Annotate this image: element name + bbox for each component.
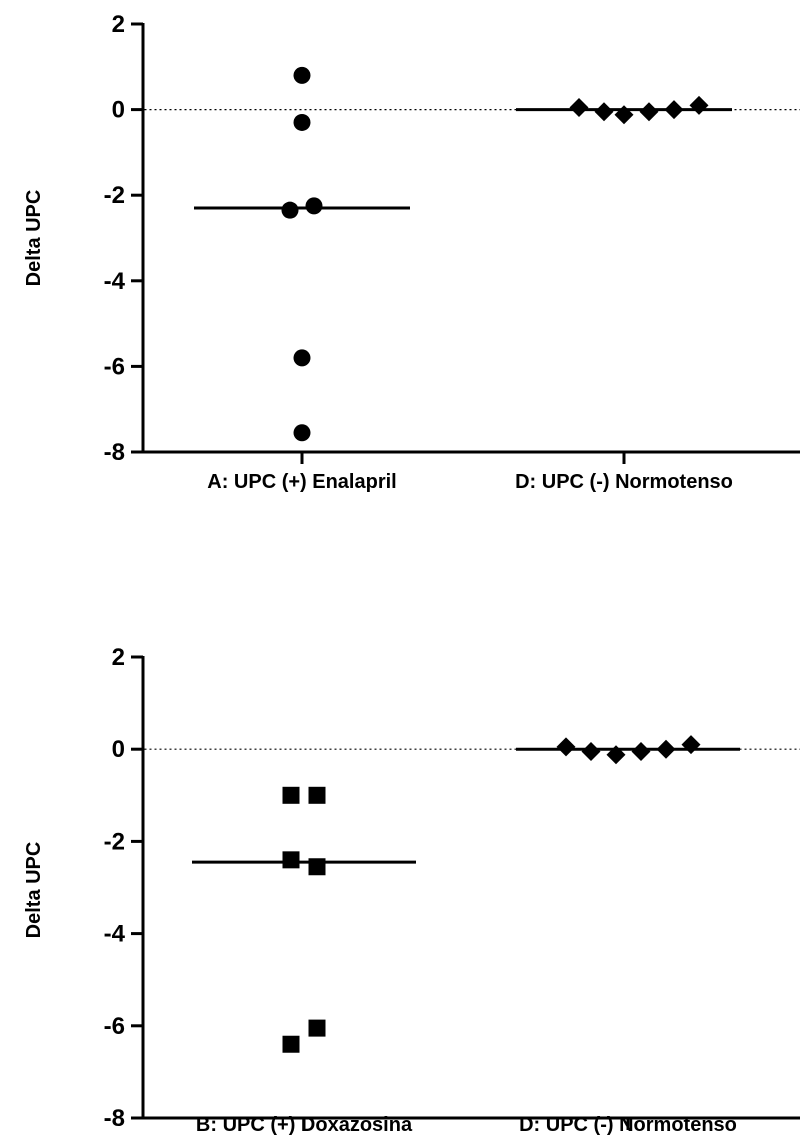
bottom-data-point-diamond: [556, 737, 576, 757]
bottom-data-point-diamond: [606, 745, 626, 765]
top-y-tick-label: -6: [104, 353, 125, 380]
bottom-y-tick-label: -2: [104, 828, 125, 855]
top-data-point-circle: [281, 201, 299, 219]
bottom-y-tick-label: 2: [112, 644, 125, 671]
top-data-point-circle: [293, 113, 311, 131]
bottom-data-point-square: [308, 858, 326, 876]
top-y-tick-label: -2: [104, 182, 125, 209]
top-y-axis-label: Delta UPC: [23, 190, 45, 287]
bottom-y-tick-label: -8: [104, 1105, 125, 1132]
top-data-point-circle: [293, 66, 311, 84]
bottom-data-point-diamond: [656, 739, 676, 759]
bottom-data-point-square: [282, 851, 300, 869]
top-data-point-diamond: [614, 105, 634, 125]
bottom-data-point-square: [282, 1035, 300, 1053]
top-chart: 2 0 -2 -4 -6 -8 A: UPC (+) Enalapril D: UPC (-)…: [23, 11, 800, 493]
top-y-tick-label: 2: [112, 11, 125, 38]
bottom-y-tick-label: -4: [104, 921, 126, 948]
bottom-data-point-diamond: [631, 742, 651, 762]
bottom-data-point-diamond: [581, 742, 601, 762]
top-data-point-diamond: [689, 95, 709, 115]
bottom-data-point-diamond: [681, 735, 701, 755]
bottom-y-axis-label: Delta UPC: [23, 842, 45, 939]
top-data-point-circle: [305, 197, 323, 215]
bottom-data-point-square: [308, 1019, 326, 1037]
bottom-chart: 2 0 -2 -4 -6 -8 B: UPC (+) Doxazosina D: UPC (-…: [23, 644, 800, 1136]
bottom-data-point-square: [282, 786, 300, 804]
top-category-label: A: UPC (+) Enalapril: [207, 471, 396, 493]
top-category-label: D: UPC (-) Normotenso: [515, 471, 733, 493]
bottom-category-label: B: UPC (+) Doxazosina: [196, 1114, 413, 1136]
top-data-point-diamond: [664, 100, 684, 120]
top-y-tick-label: 0: [112, 97, 125, 124]
top-data-point-diamond: [569, 97, 589, 117]
top-y-tick-label: -8: [104, 439, 125, 466]
top-y-tick-label: -4: [104, 268, 126, 295]
bottom-y-tick-label: 0: [112, 736, 125, 763]
bottom-data-point-square: [308, 786, 326, 804]
top-data-point-diamond: [594, 102, 614, 122]
top-data-point-circle: [293, 349, 311, 367]
top-data-point-diamond: [639, 102, 659, 122]
bottom-y-tick-label: -6: [104, 1013, 125, 1040]
top-data-point-circle: [293, 424, 311, 442]
bottom-category-label: D: UPC (-) Normotenso: [519, 1114, 737, 1136]
